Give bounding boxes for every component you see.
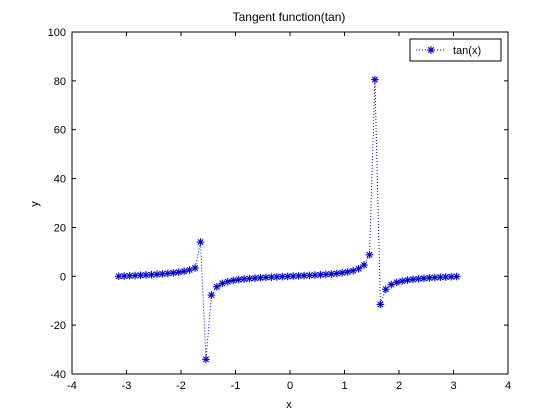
y-tick-label: 20 xyxy=(54,222,66,234)
data-point xyxy=(349,266,357,275)
data-point xyxy=(382,285,390,294)
data-point xyxy=(142,271,150,279)
data-point xyxy=(251,274,259,282)
data-point xyxy=(436,273,445,282)
x-tick-label: 1 xyxy=(341,380,347,392)
data-point xyxy=(376,300,385,309)
x-tick-label: -2 xyxy=(176,380,186,392)
y-tick-label: 80 xyxy=(54,76,66,88)
x-tick-label: 3 xyxy=(450,380,456,392)
data-point xyxy=(174,268,183,276)
y-tick-label: -20 xyxy=(50,320,66,332)
data-point xyxy=(305,271,314,280)
x-tick-label: -4 xyxy=(67,380,77,392)
y-tick-label: 60 xyxy=(54,125,66,137)
data-point xyxy=(229,276,238,285)
data-point xyxy=(403,276,412,284)
data-point xyxy=(354,264,363,273)
data-point xyxy=(452,272,461,281)
data-point xyxy=(125,271,134,280)
data-point xyxy=(202,355,210,364)
data-point xyxy=(234,275,243,284)
data-point xyxy=(427,46,435,54)
x-tick-label: -1 xyxy=(231,380,241,392)
data-point xyxy=(431,273,439,282)
data-point xyxy=(371,75,379,84)
plot-area xyxy=(71,31,509,375)
data-point xyxy=(332,269,341,278)
data-point xyxy=(392,278,401,287)
data-point xyxy=(213,282,221,291)
data-point xyxy=(185,266,194,274)
data-point xyxy=(207,291,216,299)
data-point xyxy=(169,269,178,277)
data-point xyxy=(164,269,172,278)
data-point xyxy=(273,273,281,281)
y-tick-label: 100 xyxy=(48,27,66,39)
legend-label: tan(x) xyxy=(453,45,481,57)
data-point xyxy=(158,270,167,278)
x-tick-label: 4 xyxy=(505,380,511,392)
x-tick-label: -3 xyxy=(122,380,132,392)
data-point xyxy=(398,277,406,285)
chart-title: Tangent function(tan) xyxy=(233,10,346,24)
data-point xyxy=(409,275,417,284)
data-point xyxy=(365,250,374,259)
y-tick-label: -40 xyxy=(50,369,66,381)
data-point xyxy=(218,279,227,288)
data-point xyxy=(223,277,232,286)
data-point xyxy=(196,238,205,246)
y-tick-label: 0 xyxy=(60,271,66,283)
y-axis-label: y xyxy=(29,201,41,207)
data-point xyxy=(180,267,188,276)
data-point xyxy=(240,275,248,283)
x-tick-label: 2 xyxy=(396,380,402,392)
data-point xyxy=(343,268,352,276)
data-point xyxy=(338,268,347,277)
data-point xyxy=(360,261,368,269)
legend-box xyxy=(409,38,502,62)
x-tick-label: 0 xyxy=(287,380,293,392)
data-point xyxy=(114,272,123,281)
data-point xyxy=(300,271,308,280)
data-point xyxy=(191,264,199,272)
y-tick-label: 40 xyxy=(54,174,66,186)
x-axis-label: x xyxy=(286,399,292,411)
